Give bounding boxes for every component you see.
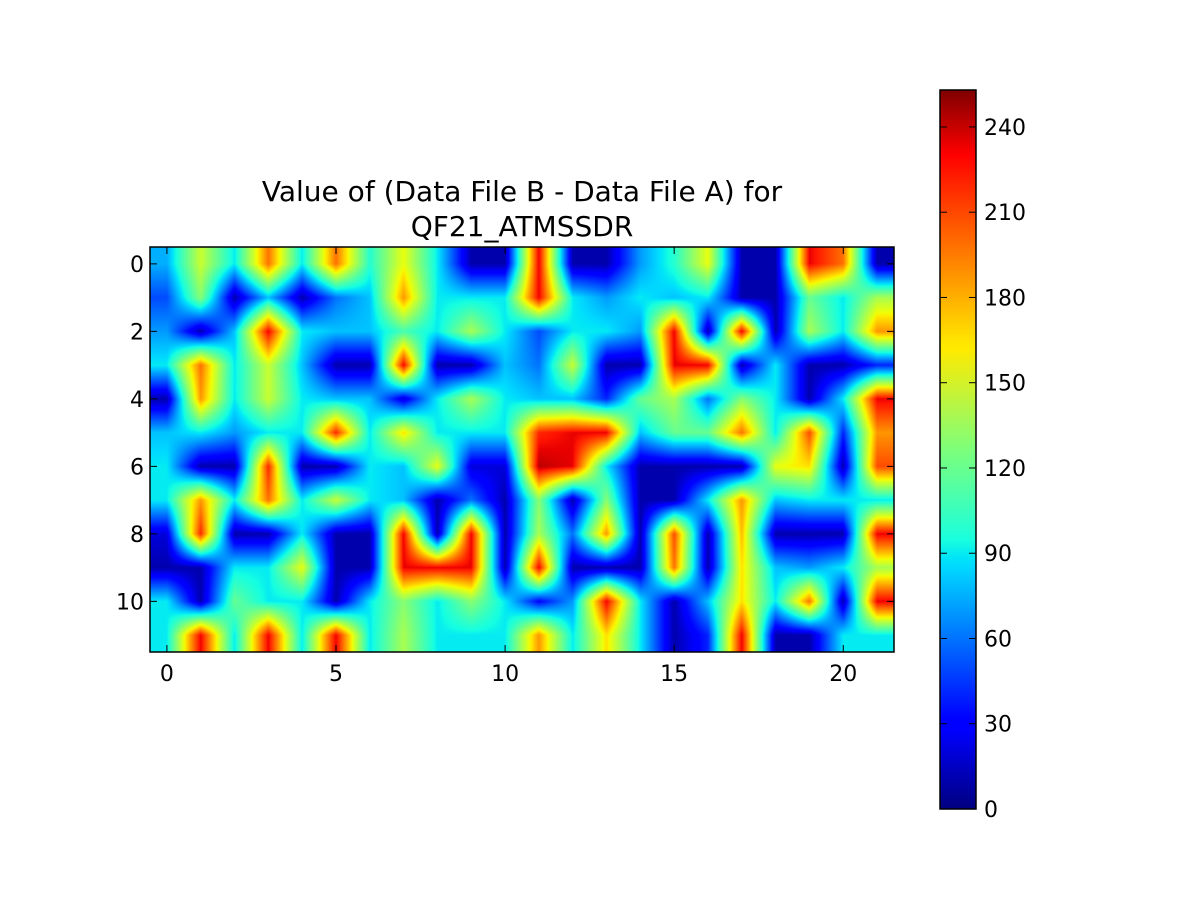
heatmap-raster	[150, 247, 894, 652]
colorbar-tick-label: 30	[984, 713, 1012, 738]
colorbar-tick-label: 60	[984, 627, 1012, 652]
y-tick-label: 10	[116, 590, 144, 615]
x-tick-label: 5	[329, 662, 343, 687]
x-tick-label: 15	[660, 662, 688, 687]
colorbar-tick-label: 120	[984, 457, 1026, 482]
colorbar-ticks: 0 30 60 90 120 150 180 210 240	[940, 116, 1026, 823]
axes-frame	[149, 246, 895, 653]
colorbar	[939, 89, 977, 810]
colorbar-tick-label: 150	[984, 372, 1026, 397]
x-tick-label: 10	[491, 662, 519, 687]
colorbar-tick-label: 240	[984, 116, 1026, 141]
chart-title-line-1: Value of (Data File B - Data File A) for	[261, 175, 783, 208]
y-tick-label: 0	[130, 253, 144, 278]
colorbar-tick-label: 90	[984, 542, 1012, 567]
heatmap-image	[150, 247, 894, 652]
x-tick-label: 20	[829, 662, 857, 687]
colorbar-tick-label: 0	[984, 798, 998, 823]
colorbar-tick-label: 180	[984, 286, 1026, 311]
y-tick-label: 8	[130, 523, 144, 548]
y-tick-label: 4	[130, 388, 144, 413]
chart-title-line-2: QF21_ATMSSDR	[410, 210, 634, 243]
x-tick-label: 0	[160, 662, 174, 687]
axes-ticks: 0 5 10 15 20 0 2 4 6 8 10	[116, 247, 894, 687]
y-tick-label: 6	[130, 455, 144, 480]
y-tick-label: 2	[130, 320, 144, 345]
colorbar-tick-label: 210	[984, 201, 1026, 226]
